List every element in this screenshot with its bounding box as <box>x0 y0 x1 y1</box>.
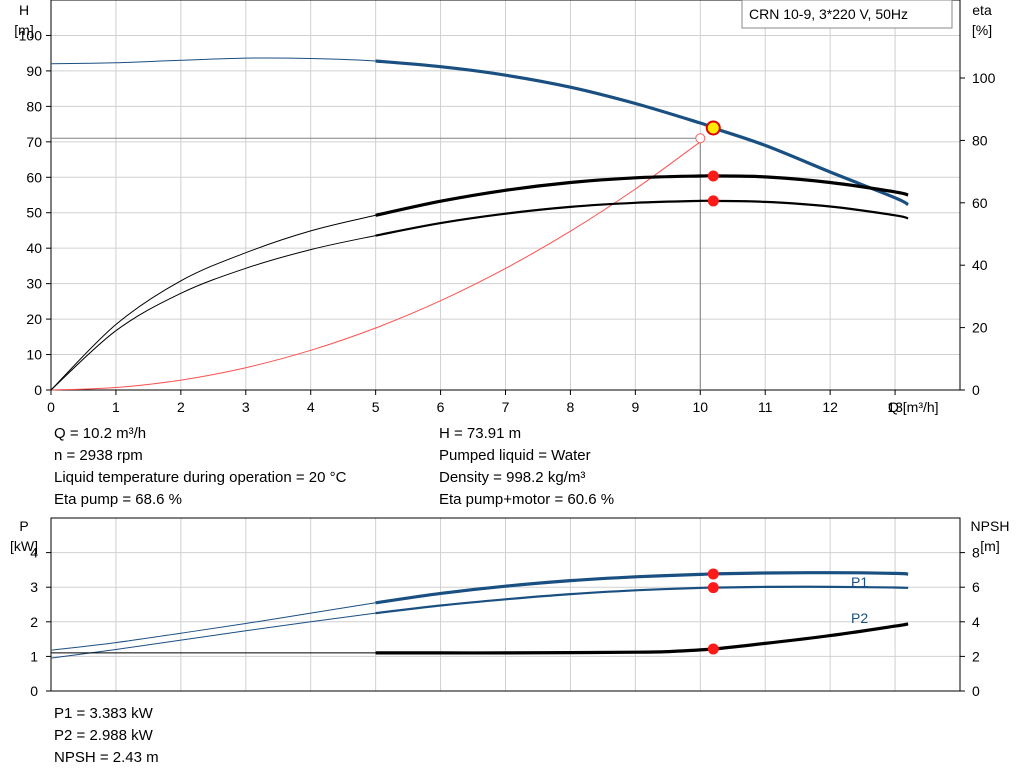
x-axis-label: Q [m³/h] <box>888 399 939 415</box>
left-tick-label: 60 <box>26 169 42 185</box>
p-tick-label: 2 <box>30 614 38 630</box>
left-tick-label: 80 <box>26 98 42 114</box>
eta-total-curve-thin <box>50 200 909 391</box>
y-axis-unit: [m] <box>14 22 33 38</box>
y-axis-label: H <box>19 2 29 18</box>
x-tick-label: 9 <box>631 399 639 415</box>
p1-label: P1 <box>851 574 868 590</box>
legend-box <box>741 0 953 29</box>
npsh-tick-label: 4 <box>972 614 980 630</box>
p1-curve-thin <box>50 572 909 651</box>
p-tick-label: 3 <box>30 579 38 595</box>
left-tick-label: 20 <box>26 311 42 327</box>
npsh-tick-label: 0 <box>972 683 980 699</box>
operating-point-eta-pump <box>707 170 719 182</box>
eta-total-curve-bold <box>375 199 909 237</box>
info-bottom: P1 = 3.383 kW P2 = 2.988 kW NPSH = 2.43 … <box>54 703 159 769</box>
x-tick-label: 2 <box>177 399 185 415</box>
left-tick-label: 0 <box>34 382 42 398</box>
info-liquid-temp: Liquid temperature during operation = 20… <box>54 469 347 486</box>
x-tick-label: 3 <box>242 399 250 415</box>
left-tick-label: 10 <box>26 347 42 363</box>
left-tick-label: 30 <box>26 276 42 292</box>
right-tick-label: 80 <box>972 132 988 148</box>
right-tick-label: 100 <box>972 70 996 86</box>
system-point <box>695 133 706 144</box>
p2-curve-bold <box>375 585 909 615</box>
info-eta-total: Eta pump+motor = 60.6 % <box>439 491 615 508</box>
p-tick-label: 1 <box>30 648 38 664</box>
p-tick-label: 4 <box>30 545 38 561</box>
npsh-curve-bold <box>375 622 909 655</box>
right-tick-label: 60 <box>972 195 988 211</box>
info-pumped-liquid: Pumped liquid = Water <box>439 447 591 464</box>
info-eta-pump: Eta pump = 68.6 % <box>54 491 182 508</box>
x-tick-label: 7 <box>502 399 510 415</box>
x-tick-label: 10 <box>692 399 708 415</box>
legend-box-text: CRN 10-9, 3*220 V, 50Hz <box>749 6 908 22</box>
eta-pump-curve-thin <box>50 175 909 391</box>
p-axis-unit: [kW] <box>10 538 38 554</box>
left-tick-label: 40 <box>26 240 42 256</box>
x-tick-label: 5 <box>372 399 380 415</box>
left-tick-label: 70 <box>26 134 42 150</box>
x-tick-label: 6 <box>437 399 445 415</box>
npsh-tick-label: 8 <box>972 545 980 561</box>
right-tick-label: 20 <box>972 320 988 336</box>
left-tick-label: 50 <box>26 205 42 221</box>
left-tick-label: 90 <box>26 63 42 79</box>
info-speed: n = 2938 rpm <box>54 447 143 464</box>
info-top-left: Q = 10.2 m³/h n = 2938 rpm Liquid temper… <box>54 423 346 511</box>
operating-point-head <box>705 120 721 136</box>
left-tick-label: 100 <box>19 27 43 43</box>
npsh-tick-label: 2 <box>972 648 980 664</box>
x-tick-label: 8 <box>567 399 575 415</box>
y2-axis-unit: [%] <box>972 22 992 38</box>
info-npsh: NPSH = 2.43 m <box>54 749 159 766</box>
p-axis-label: P <box>19 518 28 534</box>
right-tick-label: 0 <box>972 382 980 398</box>
head-curve-thin <box>50 57 909 206</box>
system-curve-thin <box>50 141 701 391</box>
npsh-axis-unit: [m] <box>980 538 999 554</box>
info-density: Density = 998.2 kg/m³ <box>439 469 586 486</box>
x-tick-label: 11 <box>758 399 773 415</box>
p2-label: P2 <box>851 610 868 626</box>
plot-frame <box>50 517 961 692</box>
x-tick-label: 12 <box>822 399 838 415</box>
operating-point-eta-total <box>707 195 719 207</box>
npsh-tick-label: 6 <box>972 579 980 595</box>
top-grid <box>50 0 961 391</box>
p-tick-label: 0 <box>30 683 38 699</box>
npsh-curve-thin <box>51 623 909 654</box>
x-tick-label: 1 <box>112 399 120 415</box>
info-p1: P1 = 3.383 kW <box>54 705 153 722</box>
npsh-axis-label: NPSH <box>971 518 1010 534</box>
p2-curve-thin <box>50 586 909 659</box>
x-tick-label: 0 <box>47 399 55 415</box>
info-head: H = 73.91 m <box>439 425 522 442</box>
eta-pump-curve-bold <box>375 174 909 217</box>
x-tick-label: 13 <box>887 399 903 415</box>
info-p2: P2 = 2.988 kW <box>54 727 153 744</box>
info-q: Q = 10.2 m³/h <box>54 425 147 442</box>
bottom-grid <box>50 517 961 692</box>
operating-point-p2 <box>707 582 719 594</box>
head-curve-bold <box>375 59 909 207</box>
p1-curve-bold <box>375 571 909 605</box>
operating-point-npsh <box>707 643 719 655</box>
x-tick-label: 4 <box>307 399 315 415</box>
info-top-right: H = 73.91 m Pumped liquid = Water Densit… <box>439 423 614 511</box>
y2-axis-label: eta <box>972 2 992 18</box>
right-tick-label: 40 <box>972 257 988 273</box>
operating-point-p1 <box>707 568 719 580</box>
